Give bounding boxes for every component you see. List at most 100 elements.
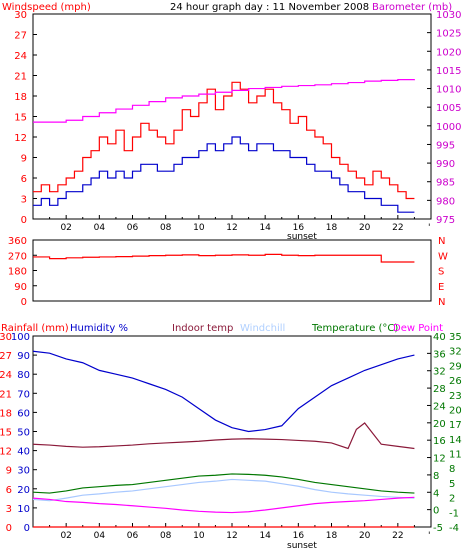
direction-ytick-label: 270 xyxy=(8,251,27,262)
humidity-ytick-label: 90 xyxy=(17,351,30,362)
wind-xtick-label: 12 xyxy=(226,223,237,233)
windspeed-ytick-label: 30 xyxy=(14,10,27,21)
wind-xtick-label: 10 xyxy=(193,223,205,233)
rain-ytick-label: 3 xyxy=(6,504,12,515)
humidity-ytick-label: 60 xyxy=(17,408,30,419)
rain-ytick-label: 12 xyxy=(0,447,12,458)
windspeed-ytick-label: 3 xyxy=(21,195,27,206)
temp-outer-ytick-label: 26 xyxy=(449,376,462,387)
wind-xtick-end: ' xyxy=(428,223,430,233)
windspeed-ytick-label: 21 xyxy=(14,72,27,83)
humidity-ytick-label: 80 xyxy=(17,370,30,381)
wind-xtick-label: 18 xyxy=(326,223,338,233)
temp-ytick-label: 0 xyxy=(433,506,439,517)
temp-xtick-label: 14 xyxy=(259,531,271,541)
temp-ytick-label: 20 xyxy=(433,419,446,430)
temp-ytick-label: -5 xyxy=(433,523,443,534)
temp-xtick-label: 02 xyxy=(60,531,71,541)
temp-xtick-label: 20 xyxy=(359,531,371,541)
rain-ytick-label: 6 xyxy=(6,485,12,496)
temp-outer-ytick-label: 35 xyxy=(449,332,462,343)
rain-ytick-label: 24 xyxy=(0,370,12,381)
windspeed-ytick-label: 6 xyxy=(21,174,27,185)
humidity-ytick-label: 10 xyxy=(17,504,30,515)
temp-xtick-label: 18 xyxy=(326,531,338,541)
windspeed-ytick-label: 27 xyxy=(14,31,27,42)
rain-ytick-label: 15 xyxy=(0,428,12,439)
barometer-ytick-label: 990 xyxy=(436,159,455,170)
temp-outer-ytick-label: 32 xyxy=(449,347,462,358)
barometer-ytick-label: 1010 xyxy=(436,85,461,96)
wind-xtick-label: 16 xyxy=(293,223,305,233)
humidity-ytick-label: 30 xyxy=(17,466,30,477)
direction-panel-frame xyxy=(32,239,432,302)
temperature-label: Temperature (°C) xyxy=(311,323,398,334)
temp-outer-ytick-label: 11 xyxy=(449,450,462,461)
rainfall-label: Rainfall (mm) xyxy=(1,323,69,334)
temp-xtick-end: ' xyxy=(428,531,430,541)
windspeed-ytick-label: 12 xyxy=(14,133,27,144)
temp-outer-ytick-label: 23 xyxy=(449,391,462,402)
dewpoint-label: Dew Point xyxy=(393,323,443,334)
humidity-label: Humidity % xyxy=(70,323,128,334)
barometer-ytick-label: 975 xyxy=(436,215,455,226)
series-dew-point xyxy=(32,496,415,514)
windspeed-ytick-label: 9 xyxy=(21,154,27,165)
windspeed-ytick-label: 0 xyxy=(21,215,27,226)
indoor-temp-label: Indoor temp xyxy=(172,323,233,334)
series-gust xyxy=(33,81,415,200)
barometer-ytick-label: 1030 xyxy=(436,10,461,21)
series-temperature xyxy=(32,473,415,494)
series-windchill xyxy=(32,478,415,502)
series-indoor-temp xyxy=(32,422,415,450)
compass-label: W xyxy=(438,251,448,262)
barometer-axis-label: Barometer (mb) xyxy=(372,2,452,13)
temp-xtick-label: 16 xyxy=(293,531,305,541)
temp-xtick-label: 10 xyxy=(193,531,205,541)
humidity-ytick-label: 20 xyxy=(17,485,30,496)
barometer-ytick-label: 995 xyxy=(436,140,455,151)
barometer-ytick-label: 1025 xyxy=(436,29,461,40)
temp-xtick-label: 12 xyxy=(226,531,237,541)
direction-ytick-label: 180 xyxy=(8,267,27,278)
temp-ytick-label: 12 xyxy=(433,454,446,465)
wind-xtick-label: 08 xyxy=(160,223,172,233)
humidity-ytick-label: 40 xyxy=(17,447,30,458)
temp-outer-ytick-label: 8 xyxy=(449,464,455,475)
humidity-ytick-label: 100 xyxy=(11,332,30,343)
barometer-ytick-label: 1020 xyxy=(436,47,461,58)
rain-ytick-label: 9 xyxy=(6,466,12,477)
compass-label: E xyxy=(438,282,444,293)
temp-xtick-label: 04 xyxy=(94,531,106,541)
temp-ytick-label: 8 xyxy=(433,471,439,482)
barometer-ytick-label: 980 xyxy=(436,196,455,207)
wind-xtick-label: 22 xyxy=(392,223,403,233)
wind-xtick-label: 20 xyxy=(359,223,371,233)
temp-xtick-label: 22 xyxy=(392,531,403,541)
temp-ytick-label: 40 xyxy=(433,332,446,343)
direction-ytick-label: 0 xyxy=(21,297,27,308)
temp-outer-ytick-label: -1 xyxy=(449,508,459,519)
temp-ytick-label: 4 xyxy=(433,488,439,499)
rain-ytick-label: 30 xyxy=(0,332,12,343)
series-humidity xyxy=(32,350,415,433)
direction-ytick-label: 90 xyxy=(14,282,27,293)
wind-xtick-label: 04 xyxy=(94,223,106,233)
wind-xtick-label: 06 xyxy=(127,223,139,233)
temp-ytick-label: 24 xyxy=(433,401,446,412)
temp-outer-ytick-label: -4 xyxy=(449,523,459,534)
direction-ytick-label: 360 xyxy=(8,236,27,247)
temp-ytick-label: 16 xyxy=(433,436,446,447)
temp-outer-ytick-label: 5 xyxy=(449,479,455,490)
series-wind-direction xyxy=(33,253,415,263)
chart-title: 24 hour graph day : 11 November 2008 xyxy=(170,2,369,13)
barometer-ytick-label: 985 xyxy=(436,178,455,189)
temp-xtick-label: 08 xyxy=(160,531,172,541)
temp-outer-ytick-label: 14 xyxy=(449,435,462,446)
rain-ytick-label: 18 xyxy=(0,408,12,419)
compass-label: N xyxy=(438,297,445,308)
temp-outer-ytick-label: 17 xyxy=(449,420,462,431)
compass-label: S xyxy=(438,267,444,278)
